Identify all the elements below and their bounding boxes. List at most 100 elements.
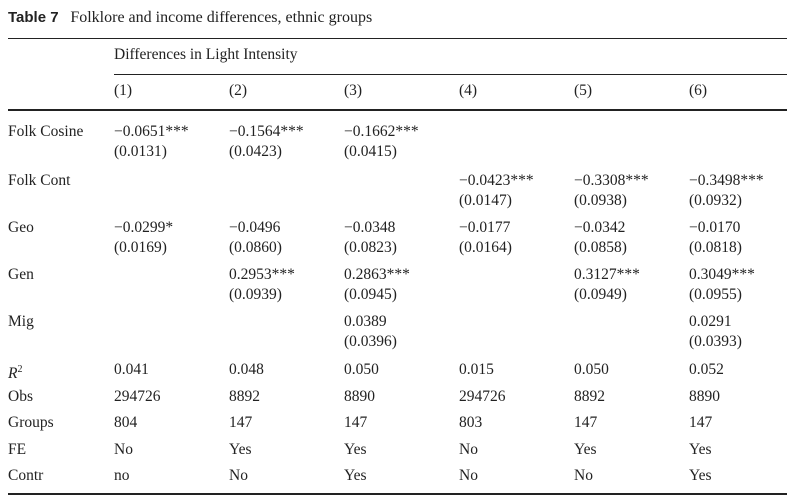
table-cell: −0.0177 (0.0164): [459, 218, 512, 258]
table-cell: −0.0348 (0.0823): [344, 218, 397, 258]
standard-error: (0.0949): [574, 286, 627, 303]
stat-value: 294726: [114, 388, 161, 405]
stat-value: No: [574, 467, 593, 484]
stat-value: No: [114, 441, 133, 458]
table-cell: 0.2863*** (0.0945): [344, 265, 410, 305]
r2-value: 0.041: [114, 361, 149, 378]
stat-value: Yes: [689, 467, 712, 484]
standard-error: (0.0932): [689, 192, 742, 209]
stat-value: 804: [114, 414, 138, 431]
table-cell: −0.3498*** (0.0932): [689, 171, 764, 211]
stat-value: 8892: [574, 388, 605, 405]
coefficient: −0.0348: [344, 219, 396, 236]
coefficient: 0.2953***: [229, 266, 295, 283]
group-header: Differences in Light Intensity: [114, 46, 298, 63]
column-header: (1): [114, 82, 133, 99]
coefficient: −0.0423***: [459, 172, 534, 189]
bottom-rule: [8, 493, 787, 495]
stat-value: 803: [459, 414, 483, 431]
table-cell: −0.1564*** (0.0423): [229, 122, 304, 162]
table-cell: 0.0389 (0.0396): [344, 312, 397, 352]
stat-value: Yes: [689, 441, 712, 458]
standard-error: (0.0169): [114, 239, 167, 256]
stat-value: Yes: [344, 441, 367, 458]
stat-label: Groups: [8, 414, 54, 431]
stat-value: 294726: [459, 388, 506, 405]
standard-error: (0.0823): [344, 239, 397, 256]
standard-error: (0.0396): [344, 333, 397, 350]
coefficient: −0.0651***: [114, 123, 189, 140]
coefficient: 0.0291: [689, 313, 732, 330]
r2-value: 0.050: [574, 361, 609, 378]
stat-value: no: [114, 467, 130, 484]
r2-value: 0.052: [689, 361, 724, 378]
coefficient: −0.0177: [459, 219, 511, 236]
coefficient: −0.3308***: [574, 172, 649, 189]
coefficient: 0.3049***: [689, 266, 755, 283]
row-label: Mig: [8, 313, 34, 330]
standard-error: (0.0955): [689, 286, 742, 303]
stat-value: Yes: [574, 441, 597, 458]
table-cell: −0.0651*** (0.0131): [114, 122, 189, 162]
table-cell: −0.3308*** (0.0938): [574, 171, 649, 211]
standard-error: (0.0818): [689, 239, 742, 256]
standard-error: (0.0945): [344, 286, 397, 303]
coefficient: −0.0342: [574, 219, 626, 236]
group-rule: [114, 74, 787, 75]
row-label: Geo: [8, 219, 34, 236]
table-cell: −0.0423*** (0.0147): [459, 171, 534, 211]
column-header: (5): [574, 82, 593, 99]
coefficient: −0.0496: [229, 219, 281, 236]
table-label: Table 7: [8, 9, 59, 26]
stat-label: Obs: [8, 388, 33, 405]
table-caption: Table 7 Folklore and income differences,…: [8, 8, 372, 28]
stat-value: 8890: [344, 388, 375, 405]
standard-error: (0.0415): [344, 143, 397, 160]
stat-value: Yes: [229, 441, 252, 458]
row-label: Folk Cont: [8, 172, 71, 189]
coefficient: −0.0299*: [114, 219, 174, 236]
stat-value: 147: [229, 414, 253, 431]
table-cell: −0.0299* (0.0169): [114, 218, 173, 258]
coefficient: −0.3498***: [689, 172, 764, 189]
coefficient: 0.3127***: [574, 266, 640, 283]
table-cell: 0.2953*** (0.0939): [229, 265, 295, 305]
table-cell: 0.3127*** (0.0949): [574, 265, 640, 305]
stat-value: 8890: [689, 388, 720, 405]
table-cell: −0.0496 (0.0860): [229, 218, 282, 258]
coefficient: 0.0389: [344, 313, 387, 330]
coefficient: −0.1662***: [344, 123, 419, 140]
standard-error: (0.0939): [229, 286, 282, 303]
column-header: (2): [229, 82, 248, 99]
coefficient: −0.1564***: [229, 123, 304, 140]
table-cell: 0.3049*** (0.0955): [689, 265, 755, 305]
r2-label-sup: 2: [17, 364, 23, 375]
standard-error: (0.0938): [574, 192, 627, 209]
header-bottom-rule: [8, 109, 787, 111]
column-header: (6): [689, 82, 708, 99]
stat-label: FE: [8, 441, 27, 458]
stat-label: Contr: [8, 467, 44, 484]
stat-value: 147: [344, 414, 368, 431]
table-cell: −0.0170 (0.0818): [689, 218, 742, 258]
table-cell: −0.0342 (0.0858): [574, 218, 627, 258]
stat-value: No: [459, 467, 478, 484]
r2-value: 0.050: [344, 361, 379, 378]
stat-value: 147: [574, 414, 598, 431]
standard-error: (0.0860): [229, 239, 282, 256]
coefficient: −0.0170: [689, 219, 741, 236]
standard-error: (0.0858): [574, 239, 627, 256]
stat-value: Yes: [344, 467, 367, 484]
standard-error: (0.0147): [459, 192, 512, 209]
row-label: Gen: [8, 266, 34, 283]
top-rule: [8, 38, 787, 40]
stat-value: 147: [689, 414, 713, 431]
table-cell: 0.0291 (0.0393): [689, 312, 742, 352]
r2-value: 0.015: [459, 361, 494, 378]
r2-label: R2: [8, 360, 22, 384]
table-title: Folklore and income differences, ethnic …: [70, 9, 373, 26]
row-label: Folk Cosine: [8, 123, 84, 140]
column-header: (4): [459, 82, 478, 99]
standard-error: (0.0423): [229, 143, 282, 160]
standard-error: (0.0393): [689, 333, 742, 350]
